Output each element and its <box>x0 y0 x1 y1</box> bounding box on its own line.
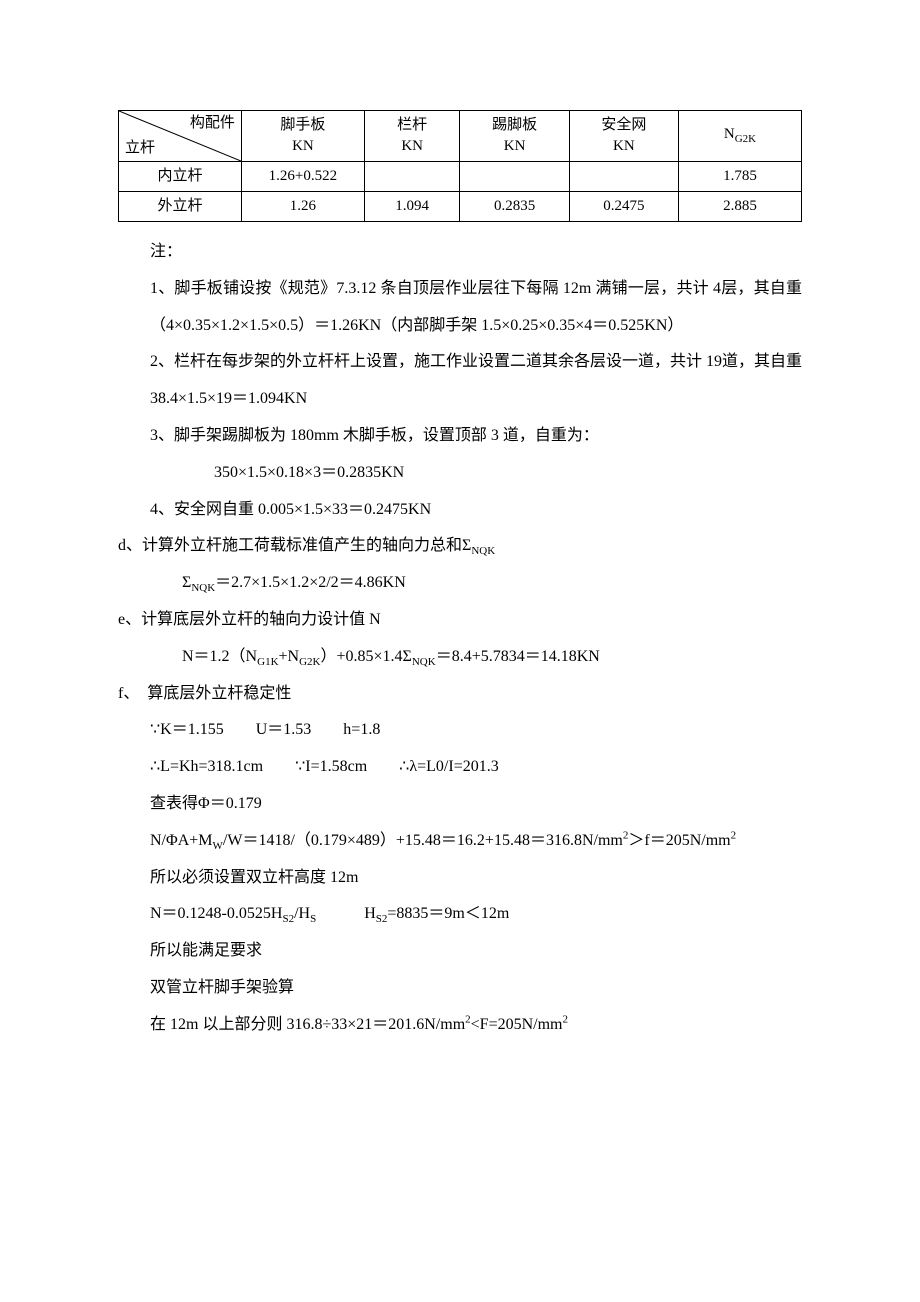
table-cell: 0.2835 <box>460 192 569 222</box>
f-line-9: 在 12m 以上部分则 316.8÷33×21＝201.6N/mm2<F=205… <box>118 1007 802 1044</box>
section-d: d、计算外立杆施工荷载标准值产生的轴向力总和ΣNQK <box>118 528 802 565</box>
note-3-eq: 350×1.5×0.18×3＝0.2835KN <box>118 455 802 492</box>
table-row: 内立杆 1.26+0.522 1.785 <box>119 162 802 192</box>
col-header: 栏杆KN <box>364 111 460 162</box>
table-cell: 1.26 <box>241 192 364 222</box>
table-cell: 1.785 <box>679 162 802 192</box>
section-f: f、 算底层外立杆稳定性 <box>118 676 802 713</box>
f-line-4: N/ΦA+MW/W＝1418/（0.179×489）+15.48＝16.2+15… <box>118 823 802 860</box>
document-page: 构配件 立杆 脚手板KN 栏杆KN 踢脚板KN 安全网KN NG2K 内立杆 1… <box>0 0 920 1104</box>
header-bottom-label: 立杆 <box>125 138 155 159</box>
f-line-6: N＝0.1248-0.0525HS2/HS HS2=8835＝9m＜12m <box>118 896 802 933</box>
f-line-3: 查表得Φ＝0.179 <box>118 786 802 823</box>
table-cell <box>569 162 678 192</box>
note-2: 2、栏杆在每步架的外立杆杆上设置，施工作业设置二道其余各层设一道，共计 19道，… <box>118 344 802 418</box>
note-4: 4、安全网自重 0.005×1.5×33＝0.2475KN <box>118 492 802 529</box>
f-line-8: 双管立杆脚手架验算 <box>118 970 802 1007</box>
table-cell <box>460 162 569 192</box>
note-1: 1、脚手板铺设按《规范》7.3.12 条自顶层作业层往下每隔 12m 满铺一层，… <box>118 271 802 345</box>
f-line-1: ∵K＝1.155 U＝1.53 h=1.8 <box>118 712 802 749</box>
row-label: 内立杆 <box>119 162 242 192</box>
section-d-eq: ΣNQK＝2.7×1.5×1.2×2/2＝4.86KN <box>118 565 802 602</box>
table-row: 外立杆 1.26 1.094 0.2835 0.2475 2.885 <box>119 192 802 222</box>
col-header: 脚手板KN <box>241 111 364 162</box>
table-cell: 2.885 <box>679 192 802 222</box>
col-header: NG2K <box>679 111 802 162</box>
f-line-7: 所以能满足要求 <box>118 933 802 970</box>
section-e-eq: N＝1.2（NG1K+NG2K）+0.85×1.4ΣNQK＝8.4+5.7834… <box>118 639 802 676</box>
note-3: 3、脚手架踢脚板为 180mm 木脚手板，设置顶部 3 道，自重为： <box>118 418 802 455</box>
note-label: 注： <box>118 234 802 271</box>
table-cell: 0.2475 <box>569 192 678 222</box>
row-label: 外立杆 <box>119 192 242 222</box>
f-line-5: 所以必须设置双立杆高度 12m <box>118 860 802 897</box>
table-cell: 1.26+0.522 <box>241 162 364 192</box>
table-header-row: 构配件 立杆 脚手板KN 栏杆KN 踢脚板KN 安全网KN NG2K <box>119 111 802 162</box>
col-header: 踢脚板KN <box>460 111 569 162</box>
data-table: 构配件 立杆 脚手板KN 栏杆KN 踢脚板KN 安全网KN NG2K 内立杆 1… <box>118 110 802 222</box>
diagonal-header-cell: 构配件 立杆 <box>119 111 242 162</box>
section-e: e、计算底层外立杆的轴向力设计值 N <box>118 602 802 639</box>
table-cell <box>364 162 460 192</box>
f-line-2: ∴L=Kh=318.1cm ∵I=1.58cm ∴λ=L0/I=201.3 <box>118 749 802 786</box>
header-top-label: 构配件 <box>190 113 235 134</box>
col-header: 安全网KN <box>569 111 678 162</box>
table-cell: 1.094 <box>364 192 460 222</box>
